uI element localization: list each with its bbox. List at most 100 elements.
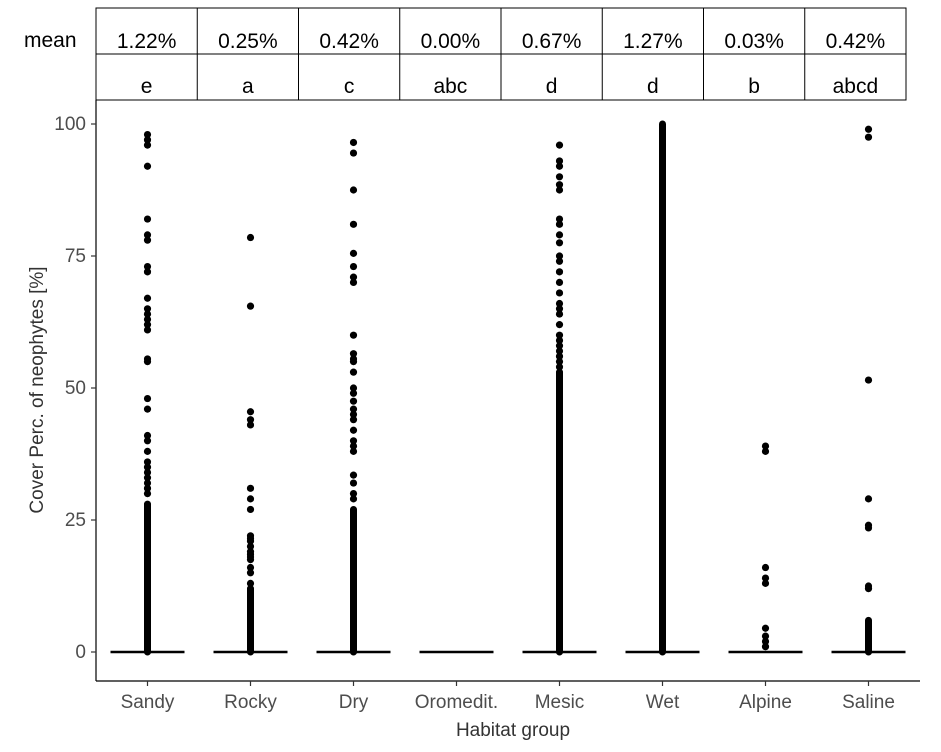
table-mean-cell: 0.42% — [319, 30, 379, 53]
table-mean-cell: 0.67% — [522, 30, 582, 53]
dense-point-column — [659, 120, 666, 656]
table-letter-cell: abcd — [833, 75, 879, 98]
data-point — [349, 426, 358, 434]
x-tick-label: Sandy — [121, 692, 175, 713]
table-mean-cell: 1.22% — [117, 30, 177, 53]
y-tick-label: 75 — [65, 246, 86, 267]
data-point — [349, 405, 358, 413]
data-point — [555, 289, 564, 297]
data-point — [349, 410, 358, 418]
data-point — [864, 125, 873, 133]
data-point — [143, 315, 152, 323]
data-point — [555, 352, 564, 360]
data-point — [555, 220, 564, 228]
data-point — [555, 363, 564, 371]
data-point — [143, 479, 152, 487]
data-point — [761, 442, 770, 450]
table-letter-cell: c — [344, 75, 355, 98]
data-point — [349, 249, 358, 257]
data-point — [349, 471, 358, 479]
data-point — [143, 447, 152, 455]
data-point — [246, 233, 255, 242]
x-ticks: Sandy Rocky Dry Oromedit. Mesic Wet Alpine Sali… — [121, 681, 895, 713]
data-point — [246, 484, 255, 492]
data-point — [143, 162, 152, 170]
y-tick-label: 25 — [65, 510, 86, 531]
data-point — [555, 299, 564, 308]
data-point — [246, 542, 255, 551]
data-point — [555, 331, 564, 339]
table-mean-cell: 1.27% — [623, 30, 683, 53]
data-point — [143, 405, 152, 413]
data-point — [143, 136, 152, 144]
data-point — [555, 157, 564, 165]
data-point — [555, 347, 564, 355]
data-point — [143, 236, 152, 244]
data-point — [349, 389, 358, 397]
data-point — [246, 302, 255, 310]
data-point — [246, 421, 255, 429]
data-point — [555, 342, 564, 350]
data-point — [555, 173, 564, 181]
data-point — [349, 490, 358, 498]
data-point — [761, 624, 770, 632]
data-point — [143, 474, 152, 482]
data-point — [761, 643, 770, 651]
data-point — [143, 490, 152, 498]
data-point — [143, 326, 152, 334]
table-letter-cell: b — [748, 75, 760, 98]
table-cells: 1.22% e 0.25% a 0.42% c 0.00% abc 0.67% d 1.27% d 0.… — [117, 30, 885, 98]
dense-point-column — [865, 616, 872, 656]
y-axis-title: Cover Perc. of neophytes [%] — [27, 266, 48, 513]
data-point — [349, 358, 358, 366]
data-point — [864, 495, 873, 503]
data-point — [143, 468, 152, 477]
data-point — [555, 268, 564, 276]
data-point — [761, 574, 770, 582]
data-point — [349, 273, 358, 281]
data-point — [555, 257, 564, 265]
data-point — [555, 310, 564, 318]
dense-point-column — [144, 500, 151, 656]
data-point — [555, 239, 564, 247]
data-point — [143, 437, 152, 445]
table-letter-cell: d — [546, 75, 558, 98]
data-point — [143, 458, 152, 466]
data-point — [349, 384, 358, 392]
data-point — [555, 278, 564, 286]
data-point — [349, 479, 358, 487]
data-point — [246, 416, 255, 424]
data-point — [246, 537, 255, 545]
dense-point-column — [247, 585, 254, 656]
data-point — [246, 495, 255, 503]
table-mean-cell: 0.03% — [724, 30, 784, 53]
data-point — [143, 268, 152, 276]
data-point — [349, 278, 358, 286]
data-point — [761, 447, 770, 455]
x-tick-label: Saline — [842, 692, 895, 713]
data-point — [864, 133, 873, 141]
y-tick-label: 0 — [75, 642, 86, 663]
table-letter-cell: d — [647, 75, 659, 98]
data-point — [555, 358, 564, 366]
stats-table: mean 1.22%e0.25%a0.42%c0.00%abc0.67%d1.2… — [24, 7, 907, 101]
data-point — [864, 585, 873, 593]
data-point — [864, 524, 873, 532]
data-point — [349, 442, 358, 450]
x-tick-label: Dry — [339, 692, 369, 713]
data-point — [143, 231, 152, 239]
data-point — [246, 563, 255, 572]
data-point — [143, 431, 152, 440]
data-point — [761, 637, 770, 646]
table-letter-cell: abc — [433, 75, 467, 98]
data-point — [143, 358, 152, 366]
x-tick-label: Mesic — [535, 692, 585, 713]
data-point — [246, 505, 255, 514]
data-point — [555, 141, 564, 149]
data-point — [555, 321, 564, 329]
data-point — [143, 310, 152, 318]
table-mean-cell: 0.25% — [218, 30, 278, 53]
data-point — [349, 138, 358, 147]
y-tick-label: 100 — [54, 114, 86, 135]
